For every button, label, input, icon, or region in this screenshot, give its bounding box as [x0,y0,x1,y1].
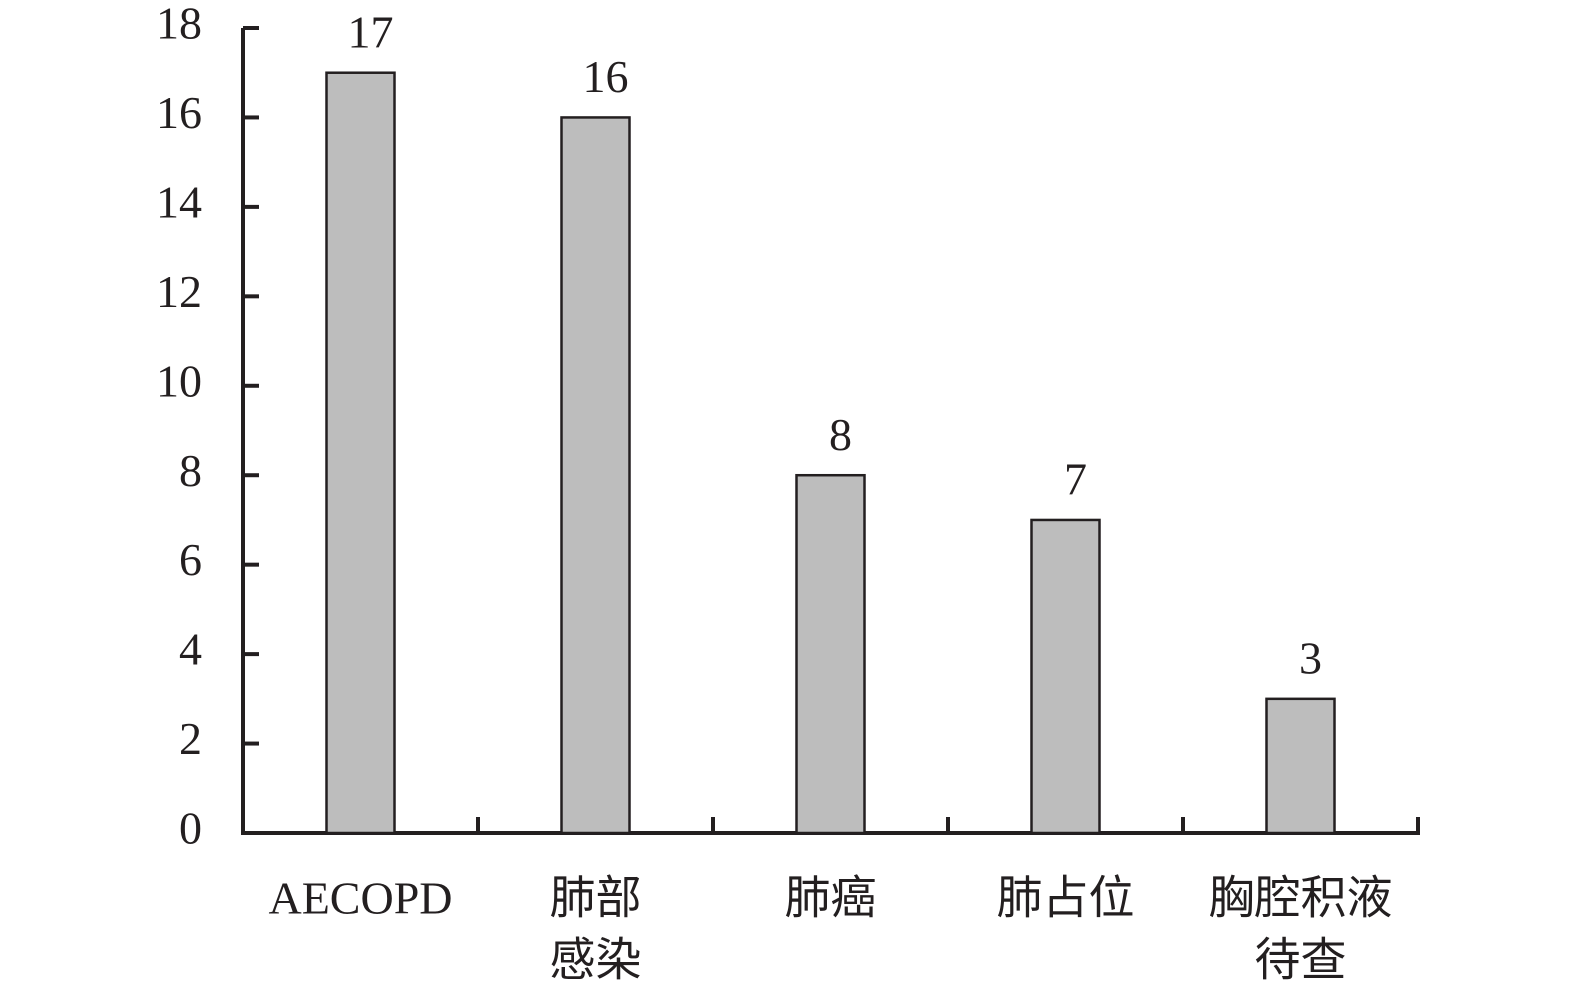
y-tick-label: 10 [156,355,202,406]
y-tick-label: 8 [179,445,202,496]
x-tick-label: 待查 [1255,935,1347,986]
bar [1265,697,1336,835]
x-tick-label: 感染 [550,935,642,986]
bar [795,473,866,835]
y-tick-label: 6 [179,534,202,585]
y-tick-label: 12 [156,266,202,317]
y-tick-label: 2 [179,713,202,764]
value-label: 17 [348,6,394,57]
value-label: 8 [829,409,852,460]
value-label: 3 [1299,632,1322,683]
bar [560,116,631,835]
value-label: 7 [1064,454,1087,505]
y-tick-label: 18 [156,0,202,49]
y-tick-label: 0 [179,803,202,854]
bar [1030,518,1101,835]
y-tick-label: 16 [156,87,202,138]
y-tick-label: 14 [156,176,202,227]
x-tick-label: 胸腔积液 [1209,873,1393,924]
x-tick-label: AECOPD [268,873,452,924]
x-tick-label: 肺占位 [997,873,1135,924]
x-tick-label: 肺癌 [785,873,877,924]
bar [325,71,396,835]
y-tick-label: 4 [179,624,202,675]
value-label: 16 [583,51,629,102]
x-tick-label: 肺部 [550,873,642,924]
